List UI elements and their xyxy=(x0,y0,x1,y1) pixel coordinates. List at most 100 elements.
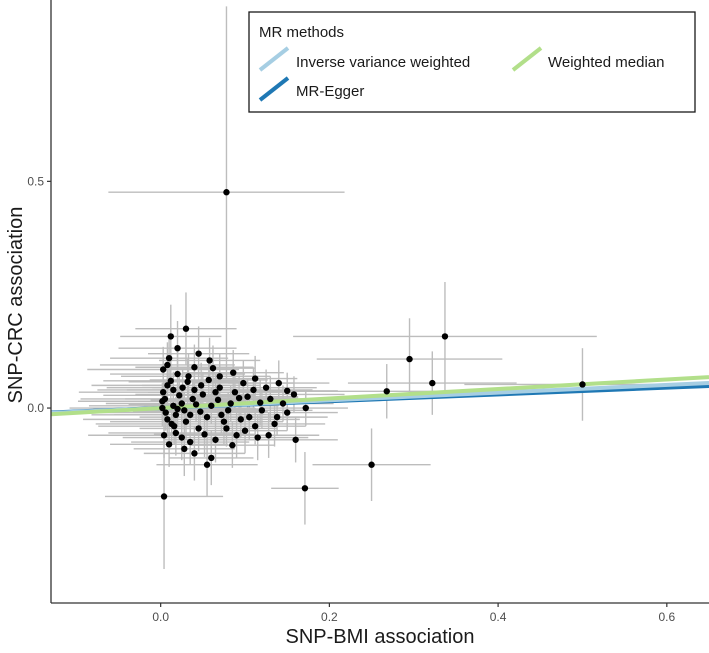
data-point-35 xyxy=(246,413,253,421)
y-tick-label-1: 0.5 xyxy=(27,174,44,188)
data-point-69 xyxy=(258,407,266,414)
data-point-56 xyxy=(167,377,174,385)
data-point-53 xyxy=(233,432,240,439)
data-point-66 xyxy=(192,401,200,408)
data-point-84 xyxy=(227,400,234,407)
x-tick-label-2: 0.4 xyxy=(490,610,507,624)
data-point-63 xyxy=(162,409,169,416)
data-point-41 xyxy=(186,411,194,419)
data-point-19 xyxy=(284,409,291,416)
data-point-26 xyxy=(191,450,198,457)
data-point-82 xyxy=(197,408,204,415)
legend-label-weighted-median: Weighted median xyxy=(548,54,664,71)
data-point-67 xyxy=(214,396,222,404)
data-point-99 xyxy=(254,434,261,441)
data-point-13 xyxy=(164,361,171,369)
x-axis-title: SNP-BMI association xyxy=(286,626,475,648)
data-point-36 xyxy=(220,418,228,425)
legend: MR methods Inverse variance weighted Wei… xyxy=(248,11,696,113)
data-point-11 xyxy=(174,344,181,352)
y-axis-title: SNP-CRC association xyxy=(5,207,27,404)
legend-key-ivw xyxy=(258,46,290,72)
data-point-28 xyxy=(208,454,215,462)
data-point-47 xyxy=(174,370,181,378)
data-point-24 xyxy=(229,442,236,449)
data-point-40 xyxy=(178,400,185,407)
legend-label-mr-egger: MR-Egger xyxy=(296,83,364,100)
data-point-7 xyxy=(301,485,309,492)
data-point-95 xyxy=(159,398,166,405)
data-point-55 xyxy=(178,434,185,441)
data-point-0 xyxy=(223,189,230,196)
data-point-68 xyxy=(231,388,239,396)
data-point-57 xyxy=(197,382,205,389)
data-point-49 xyxy=(216,373,223,380)
data-point-37 xyxy=(195,425,202,432)
x-tick-label-0: 0.0 xyxy=(152,610,169,624)
data-point-18 xyxy=(290,391,298,398)
data-point-6 xyxy=(368,461,375,468)
data-point-89 xyxy=(172,411,180,419)
data-point-46 xyxy=(159,404,166,412)
data-point-39 xyxy=(170,386,177,394)
data-point-59 xyxy=(189,395,196,403)
data-point-54 xyxy=(212,436,219,443)
data-point-3 xyxy=(579,381,586,388)
data-point-4 xyxy=(429,379,436,387)
data-point-32 xyxy=(199,391,207,398)
data-point-27 xyxy=(181,445,188,453)
data-point-65 xyxy=(182,418,190,425)
data-point-42 xyxy=(208,402,215,409)
x-tick-label-3: 0.6 xyxy=(658,610,675,624)
data-point-77 xyxy=(159,366,167,373)
data-point-71 xyxy=(251,422,259,430)
data-point-5 xyxy=(383,388,390,395)
x-tick-label-1: 0.2 xyxy=(321,610,338,624)
data-point-97 xyxy=(205,376,212,384)
data-point-10 xyxy=(167,333,174,340)
data-point-75 xyxy=(206,357,213,364)
data-point-14 xyxy=(209,364,217,372)
legend-key-weighted-median xyxy=(511,46,543,72)
data-points xyxy=(159,189,586,500)
data-point-48 xyxy=(191,364,198,371)
data-point-88 xyxy=(273,413,281,421)
data-point-2 xyxy=(406,355,413,363)
data-point-92 xyxy=(218,411,225,419)
data-point-85 xyxy=(237,416,245,423)
data-point-38 xyxy=(172,429,180,437)
legend-title: MR methods xyxy=(259,24,344,41)
data-point-22 xyxy=(265,432,272,439)
data-point-17 xyxy=(275,379,282,387)
data-point-90 xyxy=(164,382,171,389)
data-point-80 xyxy=(179,384,186,391)
data-point-25 xyxy=(203,461,211,468)
data-point-74 xyxy=(165,354,173,362)
legend-label-ivw: Inverse variance weighted xyxy=(296,54,470,71)
data-point-60 xyxy=(203,413,211,421)
data-point-62 xyxy=(159,388,167,396)
y-tick-label-0: 0.0 xyxy=(27,401,44,415)
data-point-45 xyxy=(164,416,171,423)
data-point-70 xyxy=(279,400,287,407)
data-point-31 xyxy=(184,378,191,385)
data-point-76 xyxy=(186,438,194,446)
data-point-98 xyxy=(284,387,291,395)
data-point-81 xyxy=(181,407,188,414)
data-point-9 xyxy=(182,325,190,332)
data-point-78 xyxy=(160,432,168,439)
data-point-58 xyxy=(240,379,247,387)
data-point-23 xyxy=(241,427,249,434)
data-point-72 xyxy=(223,425,230,432)
data-point-12 xyxy=(195,350,202,357)
data-point-91 xyxy=(185,373,192,380)
data-point-50 xyxy=(250,386,257,394)
data-point-20 xyxy=(302,404,309,412)
data-point-30 xyxy=(216,384,223,391)
x-ticks: 0.0 0.2 0.4 0.6 xyxy=(152,603,675,624)
data-point-29 xyxy=(165,441,173,448)
data-point-64 xyxy=(176,392,183,399)
data-point-8 xyxy=(160,493,168,500)
